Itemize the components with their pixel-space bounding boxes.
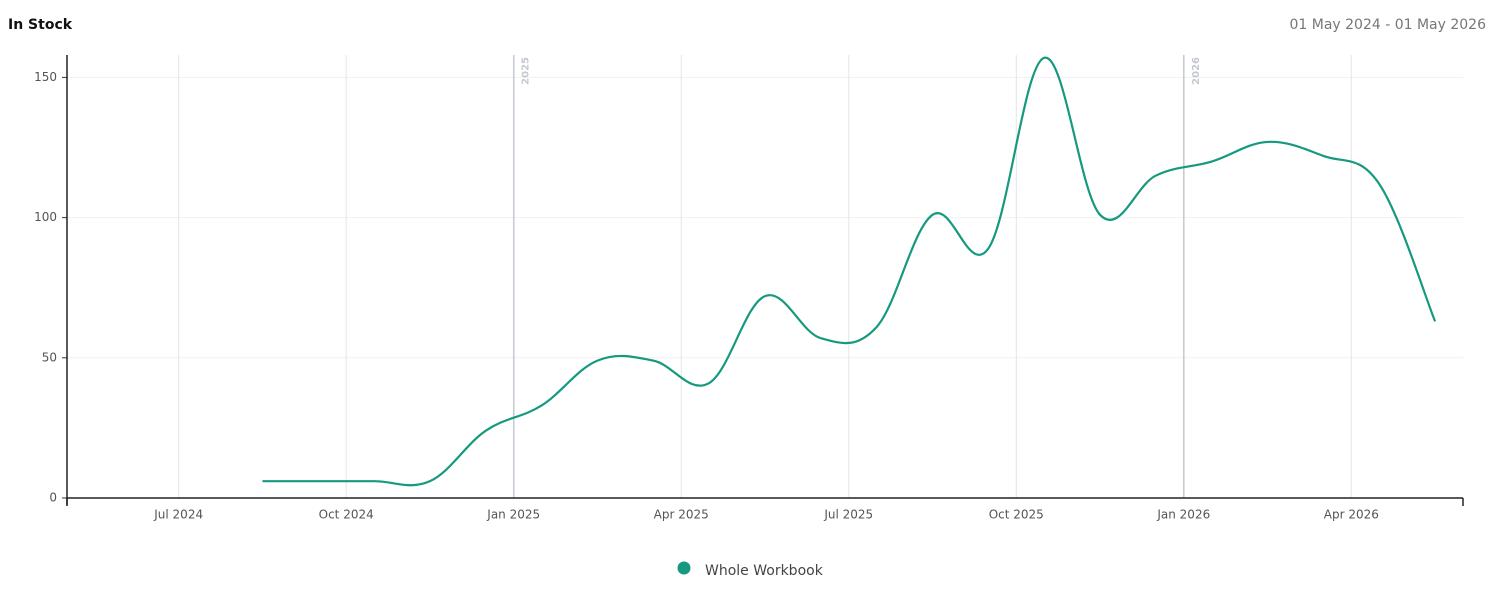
year-label: 2025 [521, 57, 532, 85]
legend-marker [677, 561, 691, 575]
y-tick-label: 0 [49, 491, 57, 505]
x-tick-label: Oct 2024 [319, 508, 374, 522]
y-tick-label: 50 [42, 350, 57, 364]
legend-label: Whole Workbook [705, 563, 824, 579]
x-tick-label: Jul 2025 [823, 508, 873, 522]
x-tick-label: Jan 2026 [1156, 508, 1210, 522]
x-tick-label: Oct 2025 [989, 508, 1044, 522]
y-tick-label: 100 [34, 210, 57, 224]
x-tick-label: Apr 2026 [1324, 508, 1379, 522]
x-tick-label: Apr 2025 [654, 508, 709, 522]
y-tick-label: 150 [34, 70, 57, 84]
line-series [262, 56, 1437, 487]
x-tick-label: Jul 2024 [153, 508, 203, 522]
date-range: 01 May 2024 - 01 May 2026 [1289, 17, 1486, 33]
year-label: 2026 [1191, 57, 1202, 85]
chart-title: In Stock [8, 17, 73, 33]
x-tick-label: Jan 2025 [486, 508, 540, 522]
